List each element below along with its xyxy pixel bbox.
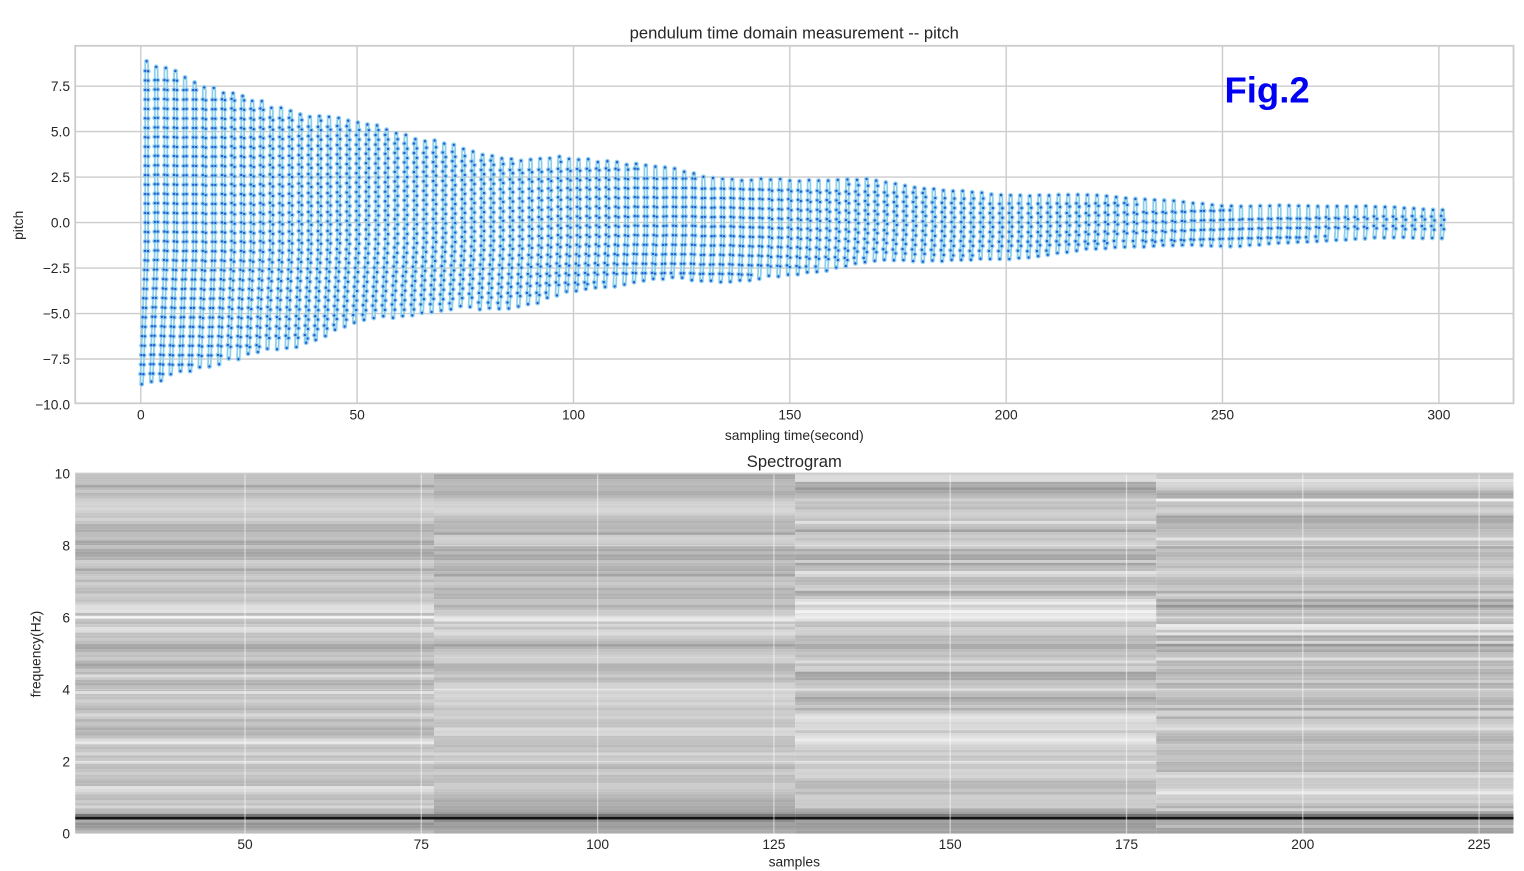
svg-text:150: 150 (778, 408, 801, 423)
svg-text:200: 200 (995, 408, 1018, 423)
svg-text:125: 125 (762, 837, 785, 852)
svg-text:sampling time(second): sampling time(second) (725, 428, 864, 443)
svg-text:50: 50 (237, 837, 253, 852)
svg-text:0: 0 (137, 408, 145, 423)
svg-text:2.5: 2.5 (51, 170, 71, 185)
svg-text:−7.5: −7.5 (43, 352, 71, 367)
svg-text:300: 300 (1427, 408, 1450, 423)
svg-text:pitch: pitch (11, 211, 26, 240)
svg-text:5.0: 5.0 (51, 125, 71, 140)
svg-text:250: 250 (1211, 408, 1234, 423)
svg-text:−10.0: −10.0 (35, 397, 70, 412)
svg-text:6: 6 (62, 610, 70, 625)
svg-text:samples: samples (769, 855, 820, 870)
svg-text:100: 100 (562, 408, 585, 423)
svg-text:−5.0: −5.0 (43, 306, 71, 321)
svg-text:100: 100 (586, 837, 609, 852)
svg-text:Spectrogram: Spectrogram (747, 452, 842, 471)
svg-text:pendulum time domain measureme: pendulum time domain measurement -- pitc… (630, 24, 959, 43)
svg-text:0: 0 (62, 826, 70, 841)
svg-text:−2.5: −2.5 (43, 261, 71, 276)
svg-text:7.5: 7.5 (51, 79, 71, 94)
svg-text:0.0: 0.0 (51, 216, 71, 231)
svg-text:225: 225 (1468, 837, 1491, 852)
svg-text:8: 8 (62, 538, 70, 553)
svg-text:200: 200 (1291, 837, 1314, 852)
svg-text:50: 50 (349, 408, 365, 423)
svg-text:75: 75 (414, 837, 430, 852)
svg-text:10: 10 (55, 466, 71, 481)
svg-text:150: 150 (939, 837, 962, 852)
svg-text:175: 175 (1115, 837, 1138, 852)
svg-text:Fig.2: Fig.2 (1225, 70, 1310, 111)
svg-text:4: 4 (62, 682, 70, 697)
svg-text:2: 2 (62, 754, 70, 769)
svg-text:frequency(Hz): frequency(Hz) (28, 611, 43, 698)
